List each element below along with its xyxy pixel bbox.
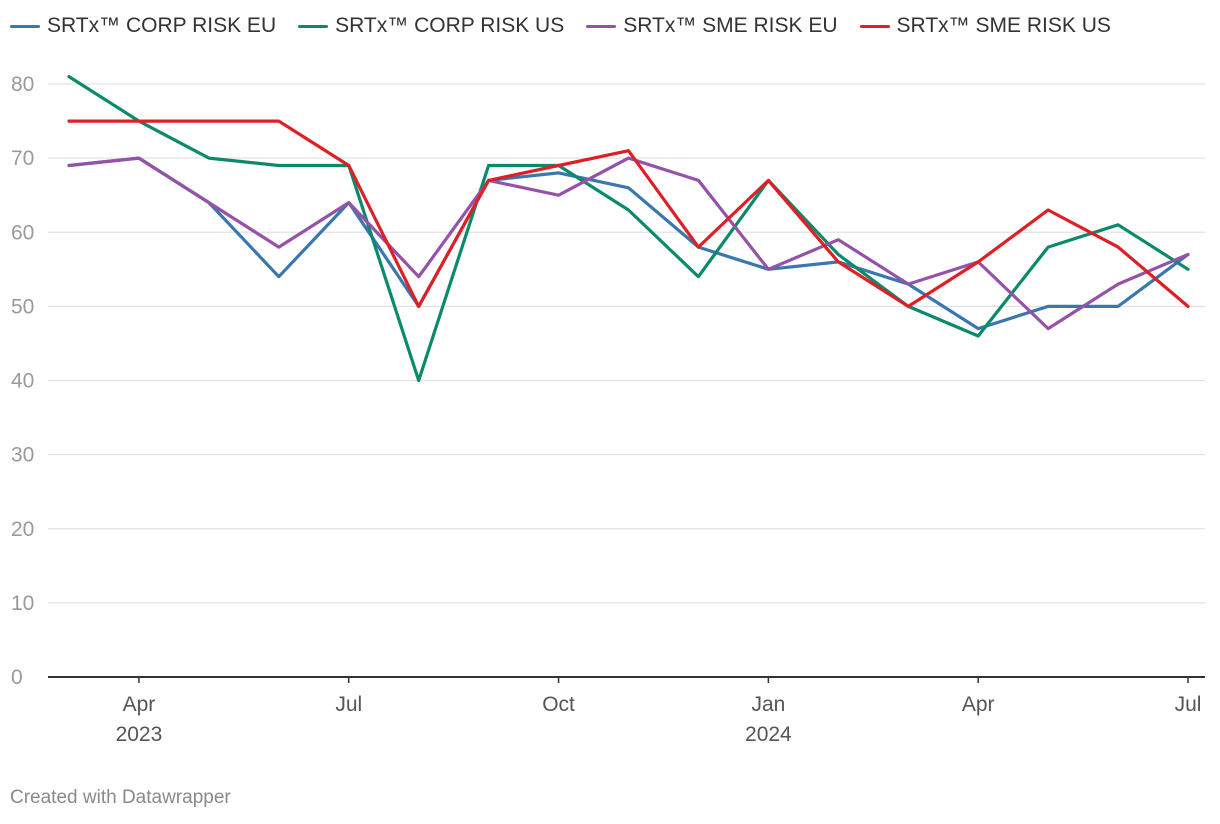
- legend-item-sme-risk-us: SRTx™ SME RISK US: [859, 14, 1111, 38]
- legend-item-corp-risk-eu: SRTx™ CORP RISK EU: [10, 14, 276, 38]
- x-tick-label: Oct: [542, 693, 575, 716]
- series-lines: [67, 74, 1190, 383]
- x-tick-label: Apr: [123, 693, 156, 716]
- series-line-srtx-corp-risk-us: [67, 74, 1190, 383]
- x-tick-year-label: 2023: [116, 723, 163, 746]
- credit-footer: Created with Datawrapper: [10, 787, 231, 808]
- y-tick-label: 0: [11, 666, 23, 689]
- legend-label-corp-risk-eu: SRTx™ CORP RISK EU: [47, 14, 277, 37]
- legend-item-sme-risk-eu: SRTx™ SME RISK EU: [586, 14, 838, 38]
- x-tick-year-label: 2024: [745, 723, 792, 746]
- chart-legend: SRTx™ CORP RISK EU SRTx™ CORP RISK US SR…: [10, 14, 1133, 38]
- legend-label-sme-risk-us: SRTx™ SME RISK US: [896, 14, 1111, 37]
- y-tick-label: 50: [11, 295, 34, 318]
- legend-swatch-corp-risk-us: [298, 24, 329, 28]
- gridlines: [48, 83, 1205, 604]
- y-tick-label: 20: [11, 518, 34, 541]
- x-axis: Apr 2023 Jul Oct Jan 2024 Apr Jul: [48, 676, 1205, 746]
- x-tick-label: Jul: [335, 693, 362, 716]
- x-tick-label: Apr: [962, 693, 995, 716]
- legend-label-corp-risk-us: SRTx™ CORP RISK US: [335, 14, 565, 37]
- series-line-srtx-sme-risk-us: [67, 119, 1190, 308]
- legend-swatch-sme-risk-eu: [586, 24, 617, 28]
- x-tick-label: Jul: [1175, 693, 1202, 716]
- legend-swatch-corp-risk-eu: [10, 24, 40, 28]
- legend-swatch-sme-risk-us: [859, 24, 890, 28]
- y-tick-label: 70: [11, 147, 34, 170]
- y-tick-label: 30: [11, 444, 34, 467]
- y-tick-label: 40: [11, 370, 34, 393]
- y-tick-label: 80: [11, 73, 34, 96]
- x-tick-label: Jan: [751, 693, 785, 716]
- legend-label-sme-risk-eu: SRTx™ SME RISK EU: [623, 14, 838, 37]
- series-line-srtx-corp-risk-eu: [67, 156, 1190, 331]
- y-tick-label: 10: [11, 592, 34, 615]
- y-tick-label: 60: [11, 221, 34, 244]
- y-axis-ticks: 0 10 20 30 40 50 60 70 80: [11, 73, 34, 689]
- series-line-srtx-sme-risk-eu: [67, 156, 1190, 331]
- legend-item-corp-risk-us: SRTx™ CORP RISK US: [298, 14, 564, 38]
